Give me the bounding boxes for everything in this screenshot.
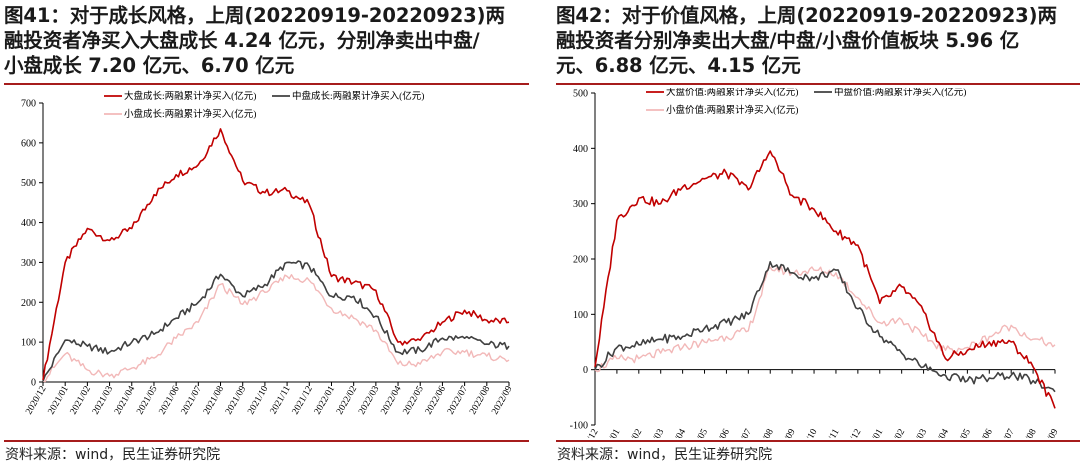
y-tick-label: 500 xyxy=(21,178,36,189)
y-tick-label: 100 xyxy=(21,338,36,349)
x-tick-label: 2022/07 xyxy=(446,384,470,416)
legend-label: 小盘成长:两融累计净买入(亿元) xyxy=(124,108,256,120)
x-tick-label: 2021/04 xyxy=(113,384,137,416)
x-tick-label: 2021/12 xyxy=(291,384,315,416)
y-tick-label: -100 xyxy=(570,421,588,432)
x-tick-label: 2022/08 xyxy=(468,384,492,416)
x-tick-label: 2021/11 xyxy=(269,384,293,416)
y-tick-label: 300 xyxy=(21,258,36,269)
x-tick-label: 2021/12 xyxy=(839,427,863,438)
x-tick-label: 2021/02 xyxy=(620,427,644,438)
x-tick-label: 2021/06 xyxy=(158,384,182,416)
series-line-0 xyxy=(42,128,510,381)
x-tick-label: 2021/02 xyxy=(69,384,93,416)
figure-title-line: 图41：对于成长风格，上周(20220919-20220923)两 xyxy=(4,4,505,27)
legend-label: 中盘成长:两融累计净买入(亿元) xyxy=(292,90,424,102)
y-tick-label: 100 xyxy=(573,310,588,321)
x-tick-label: 2021/08 xyxy=(202,384,226,416)
x-tick-label: 2021/07 xyxy=(180,384,204,416)
x-tick-label: 2021/08 xyxy=(752,427,776,438)
x-tick-label: 2022/04 xyxy=(927,427,951,438)
y-tick-label: 0 xyxy=(31,378,36,389)
legend-label: 大盘价值:两融累计净买入(亿元) xyxy=(666,88,798,98)
x-tick-label: 2022/03 xyxy=(357,384,381,416)
x-tick-label: 2022/05 xyxy=(402,384,426,416)
x-tick-label: 2022/09 xyxy=(1036,427,1060,438)
x-tick-label: 2021/10 xyxy=(246,384,270,416)
figure-title-line: 融投资者分别净卖出大盘/中盘/小盘价值板块 5.96 亿 xyxy=(556,29,1020,52)
x-tick-label: 2020/12 xyxy=(24,384,48,416)
figure-title: 图41：对于成长风格，上周(20220919-20220923)两 融投资者净买… xyxy=(4,3,529,78)
figure-title-line: 融投资者净买入大盘成长 4.24 亿元，分别净卖出中盘/ xyxy=(4,29,480,52)
series-line-2 xyxy=(594,265,1056,373)
y-tick-label: 0 xyxy=(583,365,588,376)
series-line-1 xyxy=(594,261,1056,393)
line-chart-value: -10001002003004005002020/122021/012021/0… xyxy=(570,88,1061,438)
figure-title-line: 小盘成长 7.20 亿元、6.70 亿元 xyxy=(4,54,295,77)
series-line-1 xyxy=(42,260,510,382)
x-tick-label: 2022/03 xyxy=(905,427,929,438)
x-tick-label: 2022/07 xyxy=(993,427,1017,438)
x-tick-label: 2021/07 xyxy=(730,427,754,438)
figure-title: 图42：对于价值风格，上周(20220919-20220923)两 融投资者分别… xyxy=(556,3,1080,78)
x-tick-label: 2021/09 xyxy=(224,384,248,416)
y-tick-label: 400 xyxy=(573,144,588,155)
source-note: 资料来源：wind，民生证券研究院 xyxy=(557,447,773,463)
x-tick-label: 2021/03 xyxy=(91,384,115,416)
x-tick-label: 2022/01 xyxy=(861,427,885,438)
x-tick-label: 2022/02 xyxy=(883,427,907,438)
x-tick-label: 2022/09 xyxy=(490,384,514,416)
x-tick-label: 2021/09 xyxy=(774,427,798,438)
legend-label: 中盘价值:两融累计净买入(亿元) xyxy=(834,88,966,98)
x-tick-label: 2021/06 xyxy=(708,427,732,438)
y-tick-label: 400 xyxy=(21,218,36,229)
x-tick-label: 2022/06 xyxy=(424,384,448,416)
figure-title-line: 图42：对于价值风格，上周(20220919-20220923)两 xyxy=(556,4,1057,27)
y-tick-label: 300 xyxy=(573,199,588,210)
x-tick-label: 2021/01 xyxy=(598,427,622,438)
y-tick-label: 500 xyxy=(573,89,588,100)
legend-label: 小盘价值:两融累计净买入(亿元) xyxy=(666,104,798,116)
x-tick-label: 2021/03 xyxy=(642,427,666,438)
x-tick-label: 2021/11 xyxy=(817,427,841,438)
x-tick-label: 2022/05 xyxy=(949,427,973,438)
y-tick-label: 700 xyxy=(21,99,36,110)
series-line-2 xyxy=(42,274,510,383)
legend-label: 大盘成长:两融累计净买入(亿元) xyxy=(124,90,256,102)
x-tick-label: 2021/10 xyxy=(795,427,819,438)
y-tick-label: 200 xyxy=(573,255,588,266)
source-note: 资料来源：wind，民生证券研究院 xyxy=(5,447,221,463)
x-tick-label: 2022/06 xyxy=(971,427,995,438)
y-tick-label: 600 xyxy=(21,138,36,149)
x-tick-label: 2021/05 xyxy=(686,427,710,438)
title-rule xyxy=(556,83,1080,85)
x-tick-label: 2021/05 xyxy=(135,384,159,416)
x-tick-label: 2022/01 xyxy=(313,384,337,416)
source-rule xyxy=(556,440,1080,442)
title-rule xyxy=(4,83,529,85)
x-tick-label: 2022/08 xyxy=(1014,427,1038,438)
series-line-0 xyxy=(594,150,1056,409)
x-tick-label: 2021/01 xyxy=(47,384,71,416)
x-tick-label: 2022/04 xyxy=(379,384,403,416)
figure-panel-42: 图42：对于价值风格，上周(20220919-20220923)两 融投资者分别… xyxy=(556,0,1080,468)
figure-title-line: 元、6.88 亿元、4.15 亿元 xyxy=(556,54,801,77)
y-tick-label: 200 xyxy=(21,298,36,309)
line-chart-growth: 01002003004005006007002020/122021/012021… xyxy=(21,90,515,416)
figure-panel-41: 图41：对于成长风格，上周(20220919-20220923)两 融投资者净买… xyxy=(4,0,529,468)
x-tick-label: 2021/04 xyxy=(664,427,688,438)
x-tick-label: 2022/02 xyxy=(335,384,359,416)
x-tick-label: 2020/12 xyxy=(576,427,600,438)
source-rule xyxy=(4,440,529,442)
